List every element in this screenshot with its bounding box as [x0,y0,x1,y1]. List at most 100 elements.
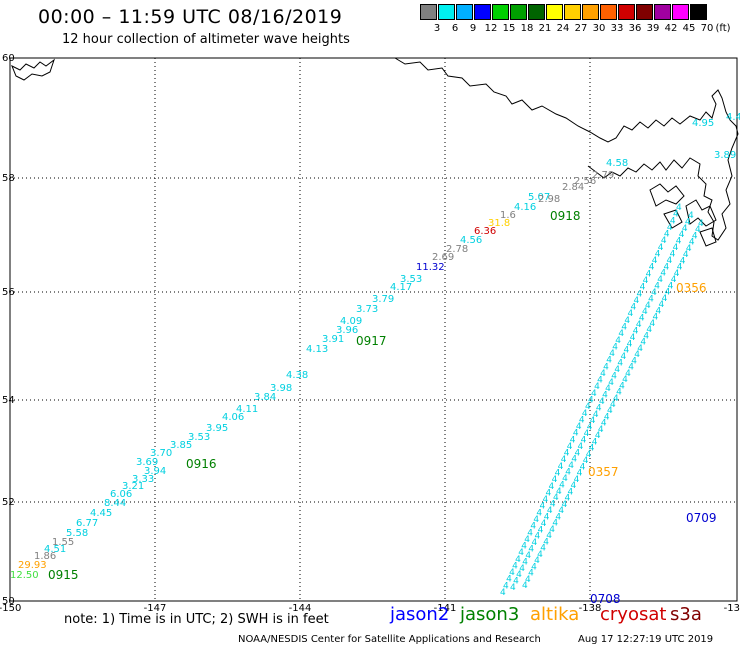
track-reading-mark: 4 [602,391,608,401]
track-reading-mark: 4 [599,397,605,407]
track-reading-mark: 4 [593,410,599,420]
track-reading-mark: 4 [521,542,527,552]
wave-height-label: 3.91 [322,334,344,345]
track-reading-mark: 4 [601,419,607,429]
legend-bin-label: 42 [664,23,678,34]
track-reading-mark: 4 [677,263,683,273]
lat-tick-label: 50 [2,596,15,607]
track-reading-mark: 4 [660,269,666,279]
wave-height-label: 3.94 [144,466,166,477]
track-reading-mark: 4 [525,575,531,585]
track-reading-mark: 4 [567,442,573,452]
satellite-name: s3a [670,604,702,625]
track-reading-mark: 4 [571,455,577,465]
track-reading-mark: 4 [587,423,593,433]
track-reading-mark: 4 [671,275,677,285]
wave-height-label: 4.38 [286,370,308,381]
track-reading-mark: 4 [506,575,512,585]
track-reading-mark: 4 [624,346,630,356]
legend-swatch [636,4,653,20]
coastline-islands-c [663,209,683,229]
track-reading-mark: 4 [610,400,616,410]
track-reading-mark: 4 [639,314,645,324]
wave-height-label: 6.06 [110,489,132,500]
wave-height-label: 3.69 [136,457,158,468]
track-reading-mark: 4 [558,462,564,472]
wave-height-label: 6.36 [474,226,496,237]
track-reading-mark: 4 [561,455,567,465]
track-reading-mark: 4 [649,263,655,273]
track-reading-mark: 4 [686,244,692,254]
track-reading-mark: 4 [676,237,682,247]
track-reading-mark: 4 [582,409,588,419]
legend-swatch [672,4,689,20]
track-reading-mark: 4 [559,480,565,490]
track-reading-mark: 4 [595,431,601,441]
track-reading-mark: 4 [571,481,577,491]
track-reading-mark: 4 [531,562,537,572]
track-reading-mark: 4 [564,449,570,459]
track-reading-mark: 4 [552,475,558,485]
legend-bin-label: 30 [592,23,606,34]
track-reading-mark: 4 [668,281,674,291]
track-reading-mark: 4 [590,416,596,426]
axis-tick-labels: -150 -147 -144 -141 -138 -135 60 58 56 54 52 50 [0,53,740,614]
track-reading-mark: 4 [516,570,522,580]
wave-height-label: 2.98 [538,194,560,205]
legend-swatch [690,4,707,20]
graticule [9,57,738,602]
track-reading-mark: 4 [634,296,640,306]
legend-swatch [438,4,455,20]
track-reading-mark: 4 [634,350,640,360]
track-reading-mark: 4 [652,313,658,323]
satellite-name: altika [530,604,580,625]
track-reading-mark: 4 [673,243,679,253]
track-reading-mark: 4 [645,301,651,311]
wave-height-label: 3.98 [270,383,292,394]
track-reading-mark: 4 [519,564,525,574]
track-reading-mark: 4 [534,556,540,566]
coastline-islands-a [649,183,685,207]
track-reading-mark: 4 [568,461,574,471]
track-reading-mark: 4 [622,375,628,385]
track-reading-mark: 4 [596,403,602,413]
track-reading-mark: 4 [682,224,688,234]
track-reading-mark: 4 [528,569,534,579]
pass-time-label: 0356 [676,281,707,295]
track-reading-mark: 4 [642,307,648,317]
track-reading-mark: 4 [618,329,624,339]
track-reading-mark: 4 [522,581,528,591]
satellite-tracks: 4444444444444444444444444444444444444444… [500,203,704,598]
track-reading-mark: 4 [680,256,686,266]
track-reading-mark: 4 [573,429,579,439]
track-reading-mark: 4 [510,583,516,593]
wave-height-label: 3.79 [372,294,394,305]
track-reading-mark: 4 [611,371,617,381]
wave-height-label: 3.96 [336,325,358,336]
track-reading-mark: 4 [518,548,524,558]
track-reading-mark: 4 [546,488,552,498]
wave-height-label: 3.95 [206,423,228,434]
track-reading-mark: 4 [667,256,673,266]
track-reading-mark: 4 [509,568,515,578]
track-reading-mark: 4 [665,288,671,298]
track-reading-mark: 4 [556,487,562,497]
wave-height-label: 3.53 [400,274,422,285]
track-reading-mark: 4 [544,512,550,522]
track-reading-mark: 4 [620,352,626,362]
wave-height-label: 3.89 [714,150,736,161]
track-reading-mark: 4 [664,230,670,240]
satellite-name: jason2 [390,604,450,625]
track-reading-mark: 4 [522,557,528,567]
track-reading-mark: 4 [673,210,679,220]
track-reading-mark: 4 [549,525,555,535]
legend-bin-label: 70 [700,23,714,34]
track-reading-mark: 4 [546,531,552,541]
legend-swatch [546,4,563,20]
pass-time-label: 0917 [356,334,387,348]
track-reading-mark: 4 [562,474,568,484]
track-reading-mark: 4 [586,450,592,460]
lat-tick-label: 60 [2,53,15,64]
legend-bin-label: 27 [574,23,588,34]
